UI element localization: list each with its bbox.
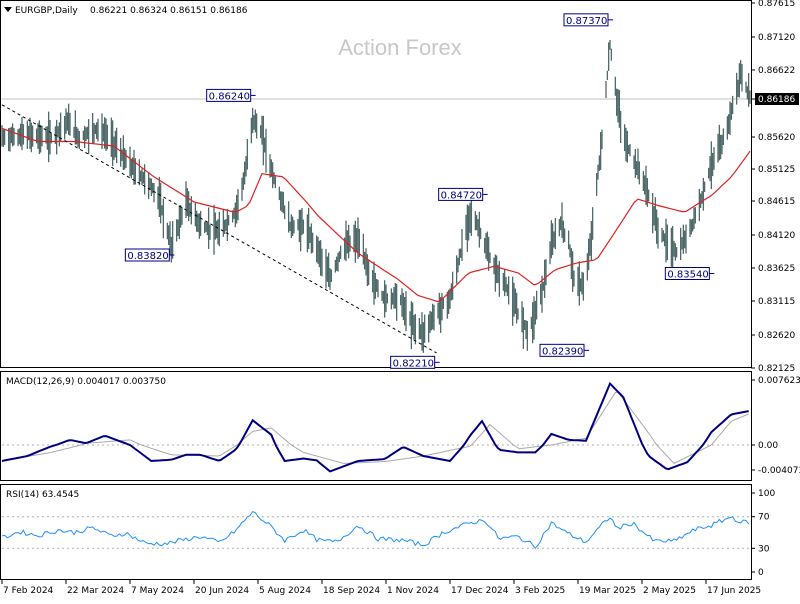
rsi-line <box>1 510 750 549</box>
annotation-label: 0.83540 <box>667 270 708 281</box>
x-axis-label: 17 Jun 2025 <box>707 586 761 596</box>
price-panel-frame <box>0 0 752 368</box>
rsi-axis-label: 30 <box>758 544 770 554</box>
annotation-label: 0.84720 <box>441 190 482 201</box>
last-price-label: 0.86186 <box>758 95 795 105</box>
annotation-label: 0.86240 <box>209 91 250 102</box>
price-axis-label: 0.87615 <box>758 0 795 9</box>
price-axis-label: 0.84120 <box>758 231 795 241</box>
annotation-box <box>206 88 252 102</box>
rsi-axis-label: 100 <box>758 489 775 499</box>
price-axis-label: 0.84615 <box>758 197 795 207</box>
rsi-axis-label: 0 <box>758 568 764 578</box>
dropdown-triangle-icon[interactable] <box>4 7 12 12</box>
price-axis-label: 0.83115 <box>758 297 795 307</box>
rsi-axis-label: 70 <box>758 513 770 523</box>
price-axis-label: 0.83625 <box>758 264 795 274</box>
moving-average-line <box>1 127 751 303</box>
x-axis-label: 1 Nov 2024 <box>387 586 439 596</box>
watermark-text: Action Forex <box>338 35 462 60</box>
x-axis-label: 18 Sep 2024 <box>323 586 380 596</box>
annotation-box <box>563 13 609 27</box>
macd-axis-label: -0.004073 <box>758 466 800 476</box>
annotation-label: 0.83820 <box>127 251 168 262</box>
annotation-box <box>539 343 585 357</box>
price-axis-label: 0.85620 <box>758 133 795 143</box>
last-price-box <box>755 93 799 105</box>
macd-line <box>1 381 749 473</box>
annotation-label: 0.82390 <box>542 346 583 357</box>
macd-panel-frame <box>0 371 752 481</box>
x-axis-label: 7 May 2024 <box>131 586 184 596</box>
rsi-label: RSI(14) 63.4545 <box>6 490 79 500</box>
x-axis-label: 19 Mar 2025 <box>579 586 636 596</box>
macd-label: MACD(12,26,9) 0.004017 0.003750 <box>6 377 166 387</box>
macd-axis-label: 0.007623 <box>758 376 800 386</box>
x-axis-label: 20 Jun 2024 <box>195 586 249 596</box>
macd-axis-label: 0.00 <box>758 441 778 451</box>
annotation-box <box>390 355 436 369</box>
price-axis-label: 0.87120 <box>758 33 795 43</box>
x-axis-label: 3 Feb 2025 <box>515 586 565 596</box>
price-axis-label: 0.85125 <box>758 165 795 175</box>
x-axis-label: 2 May 2025 <box>643 586 696 596</box>
annotation-box <box>438 187 484 201</box>
annotation-box <box>124 248 170 262</box>
annotation-label: 0.87370 <box>566 16 607 27</box>
x-axis-label: 7 Feb 2024 <box>3 586 54 596</box>
x-axis-label: 5 Aug 2024 <box>259 586 311 596</box>
price-layer: 0.83820 0.86240 0.82210 0.84720 0.82390 0.873… <box>1 13 751 369</box>
chart-header: EURGBP,Daily 0.86221 0.86324 0.86151 0.8… <box>4 6 248 16</box>
annotation-label: 0.82210 <box>393 358 434 369</box>
x-axis-label: 22 Mar 2024 <box>67 586 124 596</box>
ohlc-label: 0.86221 0.86324 0.86151 0.86186 <box>90 6 248 16</box>
price-axis-label: 0.82125 <box>758 364 795 374</box>
price-axis-label: 0.86622 <box>758 66 795 76</box>
annotation-box <box>664 267 710 280</box>
rsi-layer <box>1 510 751 549</box>
x-axis-label: 17 Dec 2024 <box>451 586 509 596</box>
rsi-panel-frame <box>0 484 752 580</box>
macd-layer <box>1 381 751 473</box>
symbol-label: EURGBP,Daily <box>15 6 78 16</box>
price-axis-label: 0.82620 <box>758 331 795 341</box>
